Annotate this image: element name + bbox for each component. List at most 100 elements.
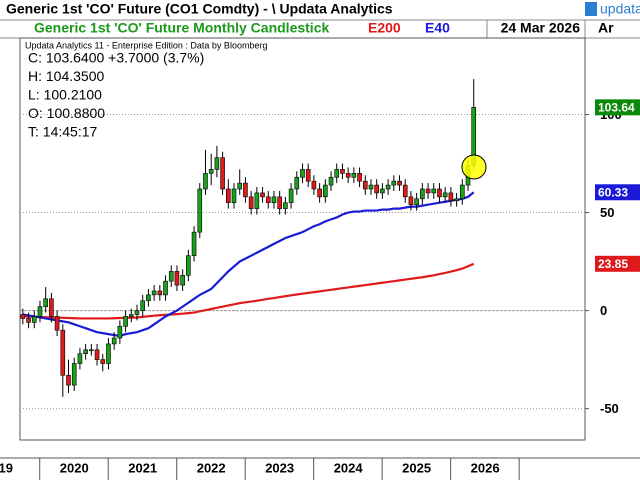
candle-body — [94, 349, 100, 360]
chart-title: Generic 1st 'CO' Future Monthly Candlest… — [34, 20, 329, 36]
candle-body — [83, 349, 88, 355]
candle-body — [408, 196, 414, 205]
candle-body — [237, 182, 243, 190]
candle-body — [100, 359, 106, 364]
candle-body — [311, 180, 317, 190]
last-value-box — [595, 99, 640, 116]
candle-body — [277, 196, 282, 209]
candle-body — [151, 290, 157, 296]
info-line: O: 100.8800 — [28, 105, 105, 121]
x-tick-label: 2025 — [402, 460, 431, 475]
ma-line — [22, 191, 475, 338]
candle-body — [37, 306, 43, 317]
window-title: Generic 1st 'CO' Future (CO1 Comdty) - \… — [6, 1, 393, 17]
info-line: L: 100.2100 — [28, 87, 102, 103]
candle-body — [397, 180, 402, 186]
candle-body — [243, 182, 248, 198]
candle-body — [157, 290, 163, 296]
candle-body — [402, 184, 408, 198]
candle-body — [254, 192, 260, 209]
candle-body — [89, 349, 94, 352]
candle-body — [334, 169, 340, 178]
candle-body — [391, 180, 397, 186]
candle-body — [220, 157, 225, 190]
info-line: T: 14:45:17 — [28, 124, 97, 140]
candle-body — [248, 196, 254, 209]
candle-body — [317, 188, 322, 198]
candle-body — [168, 271, 174, 282]
candle-body — [442, 192, 448, 198]
candle-body — [191, 231, 197, 256]
candle-body — [380, 188, 385, 194]
candle-body — [140, 300, 146, 311]
candle-body — [340, 169, 345, 174]
candle-body — [214, 157, 220, 170]
toolbar-text: Ar — [598, 20, 614, 36]
candle-body — [31, 316, 37, 323]
candle-body — [20, 314, 26, 319]
last-value-label: 103.64 — [598, 101, 635, 115]
candle-body — [123, 316, 128, 327]
info-line: H: 104.3500 — [28, 68, 104, 84]
logo: updata — [600, 1, 640, 17]
candle-body — [117, 325, 123, 339]
candle-body — [385, 184, 391, 190]
candle-body — [362, 180, 368, 190]
candle-body — [283, 202, 288, 209]
highlight-circle — [461, 154, 487, 180]
date: 24 Mar 2026 — [501, 20, 581, 36]
candle-body — [231, 188, 237, 204]
subtitle: Updata Analytics 11 - Enterprise Edition… — [25, 40, 267, 50]
candle-body — [134, 310, 140, 315]
candle-body — [203, 173, 208, 190]
x-tick-label: 19 — [0, 460, 13, 475]
y-tick-label: 0 — [600, 303, 607, 318]
candle-body — [106, 343, 111, 364]
candle-body — [454, 198, 459, 202]
candle-body — [66, 374, 71, 386]
x-tick-label: 2020 — [60, 460, 89, 475]
candle-body — [351, 173, 357, 178]
candle-body — [459, 184, 465, 200]
candle-body — [357, 173, 362, 182]
candle-body — [323, 184, 328, 198]
info-line: C: 103.6400 +3.7000 (3.7%) — [28, 50, 204, 66]
candle-body — [174, 271, 180, 286]
candle-body — [26, 318, 31, 323]
candle-body — [226, 188, 231, 204]
last-value-box — [595, 184, 640, 201]
last-value-label: 60.33 — [598, 185, 628, 199]
x-tick-label: 2022 — [197, 460, 226, 475]
plot-frame — [19, 37, 586, 441]
candle-body — [128, 314, 134, 317]
x-tick-label: 2024 — [334, 460, 364, 475]
last-value-box — [595, 255, 640, 272]
legend-entry: E40 — [425, 20, 450, 36]
candle-body — [288, 188, 294, 204]
candle-body — [420, 188, 425, 200]
candle-body — [77, 353, 83, 364]
legend-entry: E200 — [368, 20, 401, 36]
candle-body — [425, 188, 431, 194]
candle-body — [271, 196, 277, 204]
candle-body — [197, 188, 203, 233]
candle-body — [294, 176, 300, 190]
logo-icon — [585, 2, 597, 16]
last-value-label: 23.85 — [598, 257, 628, 271]
candle-body — [345, 173, 351, 178]
candle-body — [146, 294, 151, 302]
candle-body — [163, 280, 168, 296]
candle-body — [54, 316, 60, 331]
candle-body — [111, 337, 117, 345]
x-tick-label: 2023 — [265, 460, 294, 475]
candle-body — [208, 169, 214, 174]
candle-body — [305, 169, 311, 182]
candle-body — [448, 192, 454, 202]
x-tick-label: 2026 — [471, 460, 500, 475]
candle-body — [300, 169, 305, 178]
y-tick-label: -50 — [600, 401, 619, 416]
candle-body — [431, 188, 437, 194]
